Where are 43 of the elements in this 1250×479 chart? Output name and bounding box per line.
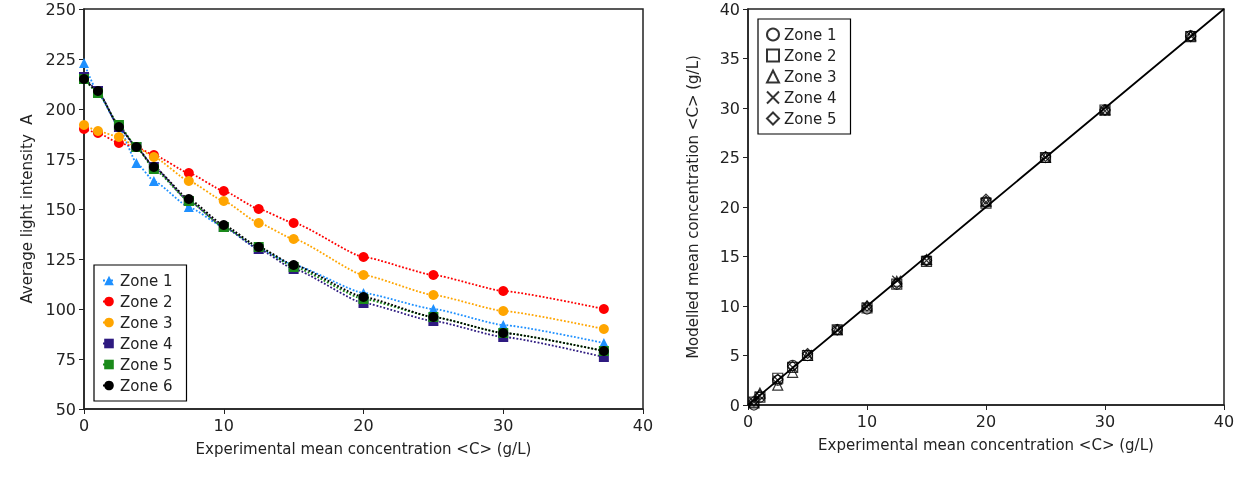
y-tick-label: 20 (719, 197, 740, 217)
y-tick-label: 5 (729, 346, 740, 365)
y-tick-label: 35 (719, 49, 740, 68)
y-tick-label: 40 (719, 0, 740, 19)
y-tick-label: 150 (45, 199, 76, 219)
legend-label: Zone 2 (784, 46, 837, 65)
legend-label: Zone 3 (784, 67, 837, 86)
x-tick-label: 10 (856, 411, 878, 431)
legend-label: Zone 6 (120, 376, 173, 395)
y-axis-title: Modelled mean concentration <C> (g/L) (683, 55, 702, 359)
y-tick-label: 175 (45, 149, 76, 169)
x-tick-label: 40 (1213, 411, 1235, 431)
y-tick-label: 250 (45, 0, 76, 19)
y-tick-label: 200 (45, 99, 76, 119)
legend-label: Zone 1 (120, 271, 173, 290)
x-tick-label: 10 (213, 415, 234, 435)
x-axis-title: Experimental mean concentration <C> (g/L) (818, 435, 1154, 454)
legend-label: Zone 5 (120, 355, 173, 374)
y-tick-label: 75 (55, 349, 76, 369)
legend-label: Zone 1 (784, 25, 837, 44)
legend-label: Zone 2 (120, 292, 173, 311)
y-tick-label: 225 (45, 49, 76, 69)
y-tick-label: 0 (729, 395, 740, 415)
y-tick-label: 15 (719, 247, 740, 266)
x-tick-label: 0 (78, 415, 90, 435)
y-tick-label: 30 (719, 98, 740, 118)
y-tick-label: 100 (45, 299, 76, 319)
x-tick-label: 20 (975, 411, 997, 431)
x-tick-label: 30 (493, 415, 514, 435)
x-tick-label: 40 (632, 415, 654, 435)
legend-label: Zone 5 (784, 109, 837, 128)
y-tick-label: 25 (719, 148, 740, 167)
legend-label: Zone 3 (120, 313, 173, 332)
y-axis-title: Average light intensity A (18, 113, 37, 304)
y-tick-label: 10 (719, 296, 740, 316)
y-tick-label: 50 (55, 399, 76, 419)
x-tick-label: 20 (353, 415, 374, 435)
x-tick-label: 0 (742, 411, 754, 431)
y-tick-label: 125 (45, 249, 76, 269)
x-tick-label: 30 (1094, 411, 1116, 431)
legend-label: Zone 4 (120, 334, 173, 353)
x-axis-title: Experimental mean concentration <C> (g/L) (195, 439, 532, 458)
legend-label: Zone 4 (784, 88, 837, 107)
